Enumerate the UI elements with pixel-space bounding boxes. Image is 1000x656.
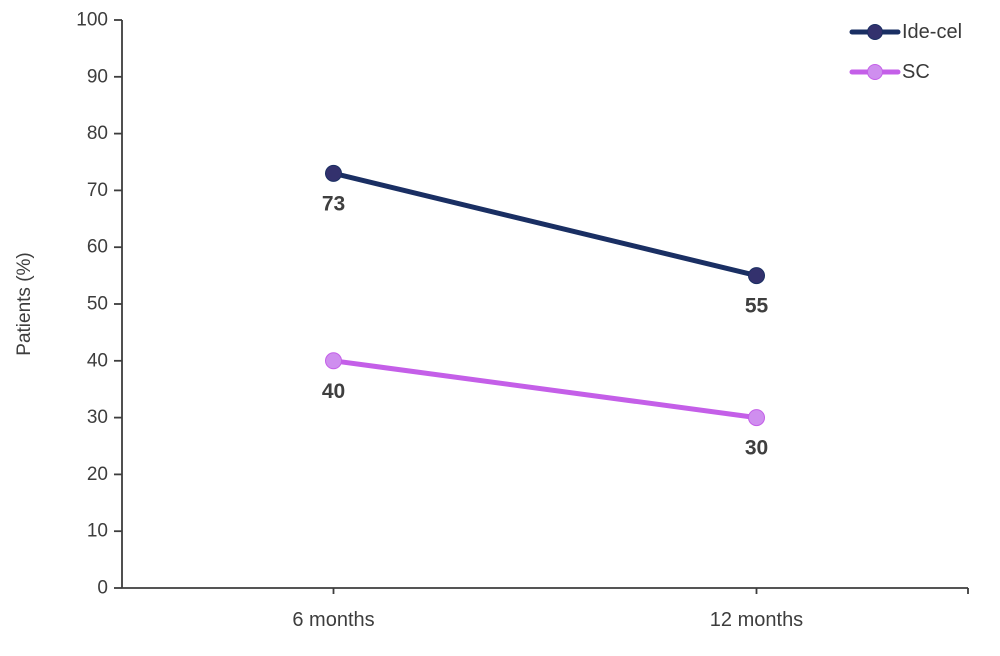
x-axis-category-label: 12 months xyxy=(710,609,803,631)
y-axis-tick-label: 40 xyxy=(87,350,108,371)
legend-label: SC xyxy=(902,61,930,83)
series-line-ide-cel xyxy=(331,170,759,279)
y-axis-tick-label: 20 xyxy=(87,464,108,485)
y-axis-tick-label: 60 xyxy=(87,237,108,258)
y-axis-tick-label: 50 xyxy=(87,294,108,315)
y-axis-tick-label: 90 xyxy=(87,66,108,87)
y-axis-tick-label: 10 xyxy=(87,521,108,542)
series-marker-ide-cel xyxy=(748,267,765,285)
y-axis-tick-label: 70 xyxy=(87,180,108,201)
legend-item-sc: SC xyxy=(849,61,930,83)
legend-item-ide-cel: Ide-cel xyxy=(849,21,962,43)
legend-swatch-marker xyxy=(867,64,883,80)
data-label: 55 xyxy=(745,295,769,318)
series-line-sc xyxy=(331,358,759,421)
y-axis-tick-label: 80 xyxy=(87,123,108,144)
y-axis-tick-label: 30 xyxy=(87,407,108,428)
x-axis-category-label: 6 months xyxy=(292,609,374,631)
legend-label: Ide-cel xyxy=(902,21,962,43)
data-label: 40 xyxy=(322,380,345,403)
series-marker-sc xyxy=(325,352,342,370)
series-marker-sc xyxy=(748,409,765,427)
data-label: 73 xyxy=(322,192,345,215)
series-marker-ide-cel xyxy=(325,164,342,182)
data-label: 30 xyxy=(745,437,768,460)
y-axis-tick-label: 0 xyxy=(97,578,108,599)
legend-swatch-marker xyxy=(867,24,883,40)
y-axis-title: Patients (%) xyxy=(14,252,35,355)
y-axis-tick-label: 100 xyxy=(76,10,108,31)
